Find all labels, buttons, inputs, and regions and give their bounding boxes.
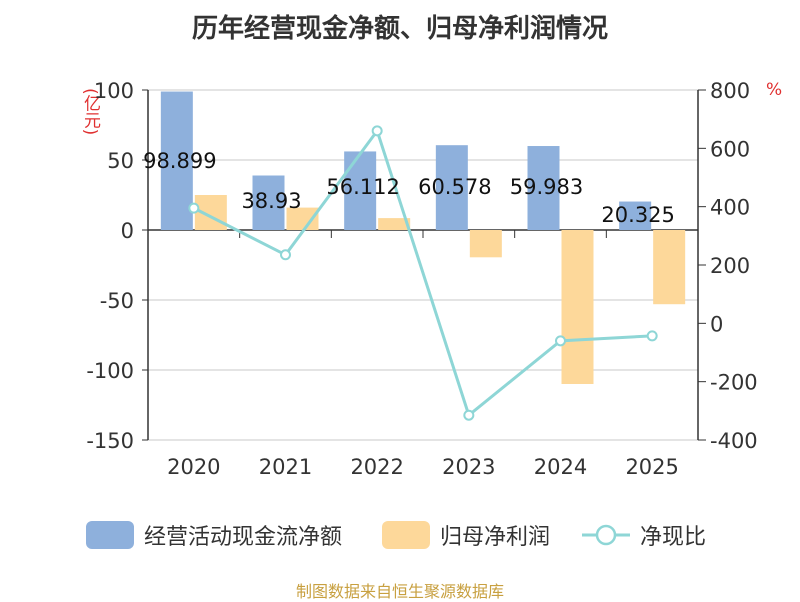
legend-label-net-profit: 归母净利润	[440, 525, 551, 550]
legend-label-cash-ratio: 净现比	[640, 525, 707, 550]
right-tick-label: 400	[710, 196, 750, 220]
chart-title: 历年经营现金净额、归母净利润情况	[191, 14, 608, 44]
chart-legend: 经营活动现金流净额 归母净利润 净现比	[0, 518, 800, 552]
net-profit-swatch	[382, 521, 430, 549]
cashflow-bar	[252, 175, 285, 230]
category-label: 2020	[167, 455, 220, 479]
data-source: 制图数据来自恒生聚源数据库	[295, 582, 504, 601]
cash-ratio-point	[463, 409, 475, 421]
right-tick-label: 600	[710, 137, 750, 161]
cashflow-data-label: 20.325	[601, 203, 674, 227]
cashflow-data-label: 56.112	[326, 175, 399, 199]
category-label: 2023	[442, 455, 495, 479]
cashflow-data-label: 98.899	[143, 149, 216, 173]
cash-ratio-point	[280, 249, 291, 261]
right-tick-label: 200	[710, 254, 750, 278]
legend-item-cashflow[interactable]: 经营活动现金流净额	[86, 518, 342, 552]
cash-ratio-point	[646, 330, 658, 342]
category-label: 2025	[625, 455, 678, 479]
cash-ratio-point	[188, 202, 200, 214]
right-axis-unit: %	[766, 80, 783, 100]
left-tick-label: 0	[121, 219, 134, 243]
legend-item-net-profit[interactable]: 归母净利润	[382, 518, 550, 552]
right-tick-label: -400	[710, 429, 758, 453]
left-axis-unit: (亿元)	[80, 88, 100, 136]
cash-ratio-point	[555, 335, 566, 347]
legend-label-cashflow: 经营活动现金流净额	[144, 525, 343, 550]
left-tick-label: -150	[86, 429, 134, 453]
net-profit-bar	[378, 218, 411, 230]
cashflow-data-label: 38.93	[241, 189, 301, 213]
category-label: 2021	[259, 455, 312, 479]
left-tick-label: 50	[107, 149, 134, 173]
left-tick-label: 100	[94, 79, 134, 103]
net-profit-bar	[653, 230, 686, 305]
legend-item-cash-ratio[interactable]: 净现比	[582, 518, 706, 552]
net-profit-bar	[561, 230, 594, 384]
cashflow-data-label: 60.578	[418, 175, 491, 199]
net-profit-bar	[286, 207, 319, 230]
left-tick-label: -50	[100, 289, 134, 313]
left-tick-label: -100	[86, 359, 134, 383]
right-tick-label: 800	[710, 79, 750, 103]
cashflow-bar	[619, 201, 652, 230]
net-profit-bar	[469, 230, 502, 258]
cashflow-bar	[435, 145, 468, 230]
cashflow-swatch	[86, 521, 134, 549]
cashflow-bar	[160, 91, 193, 230]
right-tick-label: 0	[710, 312, 723, 336]
category-label: 2024	[534, 455, 587, 479]
cashflow-bar	[344, 151, 377, 230]
cash-ratio-line	[193, 127, 653, 418]
cash-ratio-swatch	[582, 524, 630, 546]
category-label: 2022	[350, 455, 403, 479]
cash-ratio-point	[371, 125, 383, 137]
cashflow-data-label: 59.983	[510, 175, 583, 199]
right-tick-label: -200	[710, 371, 758, 395]
cashflow-bar	[527, 146, 560, 230]
